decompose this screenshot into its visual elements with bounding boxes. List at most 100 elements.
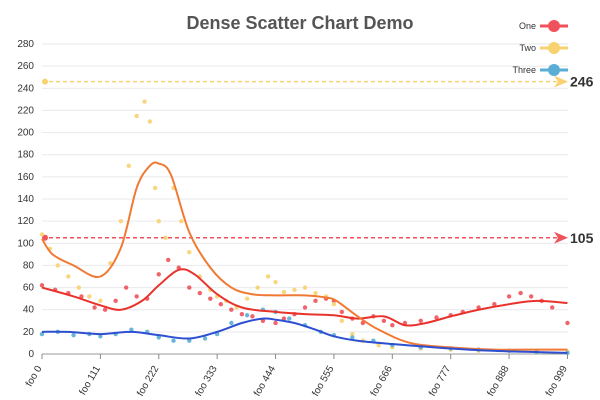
point-one (229, 307, 234, 312)
point-three (129, 327, 134, 332)
y-tick-label: 100 (17, 238, 34, 249)
point-two (350, 331, 355, 337)
legend-item-two[interactable]: Two (519, 42, 568, 54)
marker-value-label: 105 (570, 230, 594, 246)
point-one (302, 305, 308, 310)
chart-title: Dense Scatter Chart Demo (186, 13, 413, 33)
y-tick-label: 60 (23, 283, 35, 294)
point-two (255, 285, 260, 290)
marker-arrow (554, 75, 568, 88)
y-tick-label: 40 (23, 305, 35, 316)
point-two (331, 301, 337, 307)
point-two (281, 289, 287, 295)
x-tick-label: foo 555 (310, 364, 336, 399)
trend-line-one (41, 268, 568, 327)
point-one (381, 318, 387, 323)
x-tick-label: foo 666 (369, 364, 395, 399)
legend-label: One (519, 21, 536, 31)
point-one (239, 311, 245, 317)
y-tick-label: 200 (17, 128, 34, 139)
point-three (287, 316, 292, 321)
x-tick-label: foo 222 (135, 364, 161, 399)
point-one (218, 301, 224, 307)
trend-line-three (41, 317, 568, 354)
y-tick-label: 240 (17, 83, 34, 94)
point-three (71, 332, 76, 338)
legend-item-three[interactable]: Three (512, 64, 568, 76)
trend-lines (41, 161, 568, 354)
point-two (55, 263, 60, 268)
legend-label: Three (512, 65, 536, 75)
y-tick-label: 80 (23, 260, 35, 271)
point-one (281, 316, 287, 321)
point-one (273, 320, 278, 326)
point-three (171, 338, 176, 343)
point-two (313, 290, 318, 296)
x-tick-label: foo 444 (252, 364, 278, 399)
x-axis-ticks: foo 0 foo 111 foo 222 foo 333 foo 444 foo 555… (24, 354, 570, 398)
point-three (202, 336, 208, 341)
y-tick-label: 20 (23, 327, 35, 338)
marker-lines: 246 105 (42, 74, 594, 246)
y-tick-label: 140 (17, 194, 34, 205)
point-two (76, 285, 82, 290)
point-one (156, 272, 161, 277)
x-tick-label: foo 999 (544, 364, 570, 399)
x-tick-label: foo 777 (427, 364, 453, 399)
point-one (187, 285, 192, 290)
point-two (108, 261, 113, 266)
point-two (339, 318, 345, 323)
point-one (550, 305, 555, 310)
point-two (152, 185, 158, 191)
point-one (492, 301, 497, 307)
point-one (418, 318, 423, 323)
point-two (376, 342, 381, 348)
point-three (244, 313, 250, 318)
point-three (187, 338, 192, 343)
trend-line-two (41, 161, 568, 351)
point-two (187, 249, 192, 255)
point-two (87, 294, 92, 299)
y-tick-label: 180 (17, 150, 34, 161)
x-tick-label: foo 111 (78, 364, 104, 397)
point-three (229, 320, 234, 326)
point-two (66, 274, 71, 279)
point-two (156, 218, 161, 224)
legend-item-one[interactable]: One (519, 20, 568, 32)
point-two (142, 99, 147, 104)
y-tick-label: 0 (28, 349, 34, 360)
point-one (565, 320, 570, 326)
point-two (126, 163, 131, 168)
y-tick-label: 160 (17, 172, 34, 183)
x-tick-label: foo 333 (194, 364, 220, 399)
point-two (273, 279, 278, 285)
point-one (102, 307, 108, 312)
y-tick-label: 120 (17, 216, 34, 227)
point-two (98, 298, 103, 304)
point-three (98, 334, 103, 339)
point-two (244, 296, 250, 301)
point-one (506, 294, 512, 299)
point-two (179, 218, 184, 224)
point-one (39, 283, 45, 288)
y-tick-label: 260 (17, 61, 34, 72)
legend-label: Two (519, 43, 536, 53)
point-one (313, 298, 318, 304)
legend[interactable]: One Two Three (512, 20, 568, 76)
point-two (163, 235, 168, 240)
marker-start-dot (42, 78, 48, 85)
point-one (134, 294, 139, 299)
grid-layer (42, 43, 568, 355)
point-two (134, 113, 139, 119)
point-one (208, 296, 213, 301)
point-three (39, 331, 45, 337)
point-one (339, 309, 345, 315)
point-three (350, 335, 355, 340)
legend-swatch-dot (548, 42, 560, 54)
y-tick-label: 280 (17, 39, 34, 50)
point-two (118, 218, 124, 224)
point-one (113, 298, 118, 304)
point-two (302, 285, 308, 290)
legend-swatch-dot (548, 64, 560, 76)
